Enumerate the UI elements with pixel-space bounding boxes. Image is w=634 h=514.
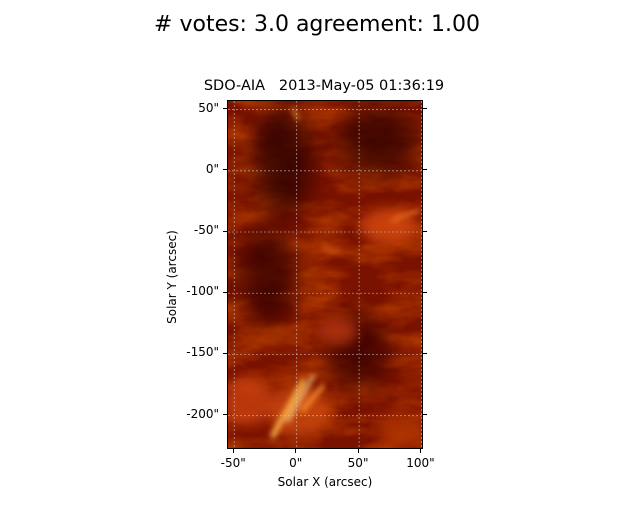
y-tick-mark xyxy=(223,169,227,171)
y-tick-label: -100" xyxy=(186,284,219,299)
y-tick-label: 0" xyxy=(205,161,219,176)
x-tick-label: 0" xyxy=(289,456,303,470)
y-axis-label: Solar Y (arcsec) xyxy=(165,230,179,324)
figure-suptitle: # votes: 3.0 agreement: 1.00 xyxy=(154,12,480,37)
x-tick-mark xyxy=(420,449,421,453)
y-tick-mark-right xyxy=(423,352,427,354)
y-tick-label: -50" xyxy=(193,223,219,238)
y-tick-mark-right xyxy=(423,108,427,110)
y-tick-mark xyxy=(223,291,227,293)
y-tick-mark-right xyxy=(423,414,427,416)
x-tick-mark xyxy=(232,449,234,453)
y-tick-mark xyxy=(223,108,227,110)
y-tick-label: 50" xyxy=(198,100,219,115)
solar-image xyxy=(228,101,422,448)
y-tick-mark-right xyxy=(423,291,427,293)
x-tick-label: -50" xyxy=(220,456,246,470)
y-tick-mark xyxy=(223,352,227,354)
plot-title: SDO-AIA 2013-May-05 01:36:19 xyxy=(203,78,445,94)
x-tick-mark xyxy=(357,449,359,453)
grid-lines xyxy=(228,101,422,448)
x-axis-label: Solar X (arcsec) xyxy=(277,475,373,489)
x-tick-label: 50" xyxy=(347,456,369,470)
y-tick-mark xyxy=(223,414,227,416)
solar-image-axes xyxy=(227,100,423,449)
y-tick-label: -200" xyxy=(186,406,219,421)
y-tick-mark-right xyxy=(423,230,427,232)
y-tick-label: -150" xyxy=(186,345,219,360)
y-tick-mark-right xyxy=(423,169,427,171)
x-tick-label: 100" xyxy=(406,456,435,470)
x-tick-mark xyxy=(295,449,297,453)
y-tick-mark xyxy=(223,230,227,232)
